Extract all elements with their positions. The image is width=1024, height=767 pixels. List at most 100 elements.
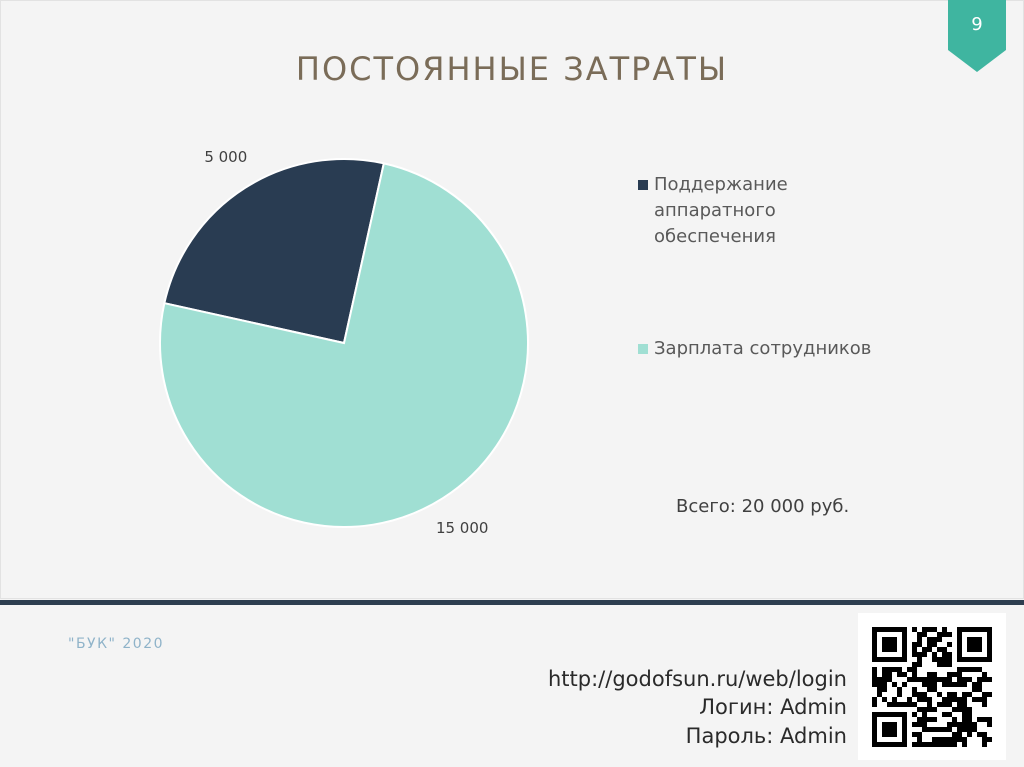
qr-module bbox=[912, 692, 917, 697]
qr-module bbox=[927, 642, 932, 647]
qr-module bbox=[877, 687, 882, 692]
qr-module bbox=[952, 672, 957, 677]
qr-module bbox=[982, 737, 987, 742]
qr-module bbox=[912, 642, 917, 647]
qr-module bbox=[937, 632, 942, 637]
qr-module bbox=[942, 647, 947, 652]
qr-module bbox=[907, 667, 912, 672]
qr-module bbox=[922, 727, 927, 732]
qr-module bbox=[947, 727, 952, 732]
qr-module bbox=[927, 702, 932, 707]
qr-module bbox=[962, 707, 967, 712]
qr-module bbox=[922, 712, 927, 717]
qr-module bbox=[882, 682, 887, 687]
qr-module bbox=[957, 707, 962, 712]
qr-module bbox=[962, 737, 967, 742]
qr-module bbox=[942, 737, 947, 742]
qr-module bbox=[972, 727, 977, 732]
qr-module bbox=[877, 692, 882, 697]
qr-module bbox=[882, 677, 887, 682]
qr-module bbox=[892, 667, 897, 672]
qr-module bbox=[937, 727, 942, 732]
slide-number: 9 bbox=[971, 14, 982, 35]
qr-module bbox=[937, 702, 942, 707]
qr-module bbox=[967, 717, 972, 722]
qr-module bbox=[957, 737, 962, 742]
legend-swatch bbox=[638, 344, 648, 354]
qr-module bbox=[902, 682, 907, 687]
qr-module bbox=[917, 662, 922, 667]
qr-module bbox=[872, 667, 877, 672]
qr-module bbox=[922, 717, 927, 722]
data-label: 15 000 bbox=[436, 519, 489, 537]
qr-module bbox=[922, 682, 927, 687]
qr-module bbox=[962, 677, 967, 682]
qr-module bbox=[922, 647, 927, 652]
qr-module bbox=[967, 667, 972, 672]
qr-module bbox=[967, 732, 972, 737]
qr-module bbox=[982, 732, 987, 737]
qr-finder bbox=[882, 722, 897, 737]
qr-module bbox=[922, 707, 927, 712]
qr-module bbox=[912, 652, 917, 657]
qr-module bbox=[942, 652, 947, 657]
qr-module bbox=[967, 677, 972, 682]
qr-module bbox=[947, 697, 952, 702]
qr-module bbox=[967, 727, 972, 732]
qr-module bbox=[942, 662, 947, 667]
qr-module bbox=[917, 652, 922, 657]
qr-module bbox=[917, 717, 922, 722]
qr-module bbox=[927, 687, 932, 692]
qr-module bbox=[972, 697, 977, 702]
qr-module bbox=[947, 652, 952, 657]
qr-module bbox=[912, 672, 917, 677]
qr-module bbox=[977, 667, 982, 672]
qr-module bbox=[917, 707, 922, 712]
qr-module bbox=[982, 692, 987, 697]
qr-module bbox=[957, 732, 962, 737]
pie-slice bbox=[159, 162, 529, 528]
qr-module bbox=[892, 702, 897, 707]
qr-module bbox=[907, 702, 912, 707]
qr-module bbox=[987, 692, 992, 697]
qr-module bbox=[912, 687, 917, 692]
qr-module bbox=[987, 677, 992, 682]
qr-module bbox=[947, 682, 952, 687]
qr-module bbox=[922, 652, 927, 657]
qr-module bbox=[942, 697, 947, 702]
qr-module bbox=[937, 737, 942, 742]
qr-module bbox=[922, 742, 927, 747]
qr-module bbox=[912, 662, 917, 667]
qr-module bbox=[932, 642, 937, 647]
qr-module bbox=[897, 672, 902, 677]
qr-module bbox=[932, 672, 937, 677]
qr-module bbox=[912, 677, 917, 682]
qr-module bbox=[902, 702, 907, 707]
qr-module bbox=[952, 692, 957, 697]
qr-module bbox=[982, 672, 987, 677]
url: http://godofsun.ru/web/login bbox=[548, 667, 847, 691]
qr-module bbox=[957, 727, 962, 732]
qr-module bbox=[982, 742, 987, 747]
pie-slice bbox=[163, 158, 386, 345]
qr-module bbox=[917, 637, 922, 642]
qr-module bbox=[932, 717, 937, 722]
qr-module bbox=[932, 652, 937, 657]
qr-module bbox=[937, 692, 942, 697]
qr-module bbox=[947, 742, 952, 747]
qr-module bbox=[982, 702, 987, 707]
qr-module bbox=[887, 677, 892, 682]
qr-module bbox=[917, 737, 922, 742]
qr-module bbox=[977, 677, 982, 682]
qr-module bbox=[917, 697, 922, 702]
qr-module bbox=[947, 677, 952, 682]
password: Пароль: Admin bbox=[686, 724, 847, 748]
qr-module bbox=[912, 667, 917, 672]
qr-module bbox=[927, 717, 932, 722]
qr-module bbox=[927, 647, 932, 652]
qr-module bbox=[932, 742, 937, 747]
qr-module bbox=[912, 647, 917, 652]
qr-module bbox=[937, 662, 942, 667]
qr-pattern bbox=[872, 627, 992, 747]
